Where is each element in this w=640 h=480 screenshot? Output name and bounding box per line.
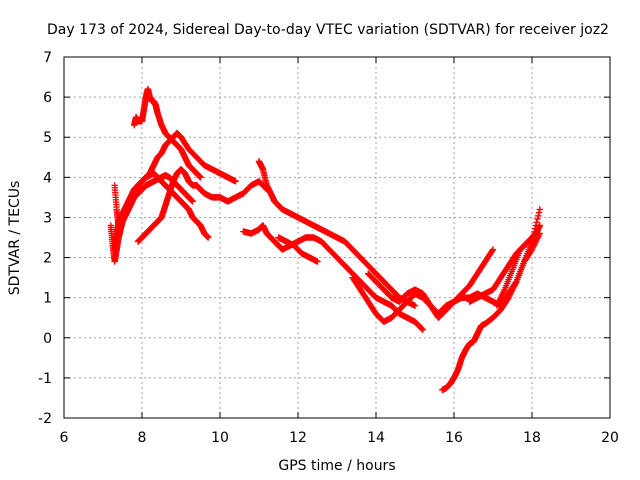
x-axis-label: GPS time / hours <box>278 458 395 474</box>
x-tick-label: 6 <box>60 430 69 446</box>
plus-marker <box>205 234 212 241</box>
y-axis-label: SDTVAR / TECUs <box>7 181 23 296</box>
x-tick-label: 20 <box>601 430 619 446</box>
chart-title: Day 173 of 2024, Sidereal Day-to-day VTE… <box>47 22 609 38</box>
series-arc-9 <box>349 246 497 325</box>
y-tick-label: 6 <box>43 90 52 106</box>
series-arc-7 <box>255 158 419 309</box>
x-tick-label: 10 <box>211 430 229 446</box>
y-tick-label: 0 <box>43 331 52 347</box>
x-tick-label: 12 <box>289 430 307 446</box>
plus-marker <box>197 174 204 181</box>
y-tick-label: 7 <box>43 50 52 66</box>
x-tick-label: 18 <box>523 430 541 446</box>
y-tick-label: 5 <box>43 130 52 146</box>
x-tick-label: 16 <box>445 430 463 446</box>
plus-marker <box>535 209 543 216</box>
plus-marker <box>534 215 541 223</box>
x-tick-label: 14 <box>367 430 385 446</box>
y-tick-label: 3 <box>43 210 52 226</box>
series-arc-4 <box>107 172 196 265</box>
data-points <box>107 85 543 394</box>
y-tick-label: 4 <box>43 170 52 186</box>
plus-marker <box>232 178 239 185</box>
y-tick-label: -1 <box>38 371 52 387</box>
series-arc-6 <box>240 222 426 333</box>
y-tick-label: 1 <box>43 291 52 307</box>
plus-marker <box>536 206 543 213</box>
y-tick-label: -2 <box>38 411 52 427</box>
series-arc-3 <box>131 85 204 181</box>
y-tick-label: 2 <box>43 251 52 267</box>
plus-marker <box>535 212 542 220</box>
x-tick-label: 8 <box>138 430 147 446</box>
